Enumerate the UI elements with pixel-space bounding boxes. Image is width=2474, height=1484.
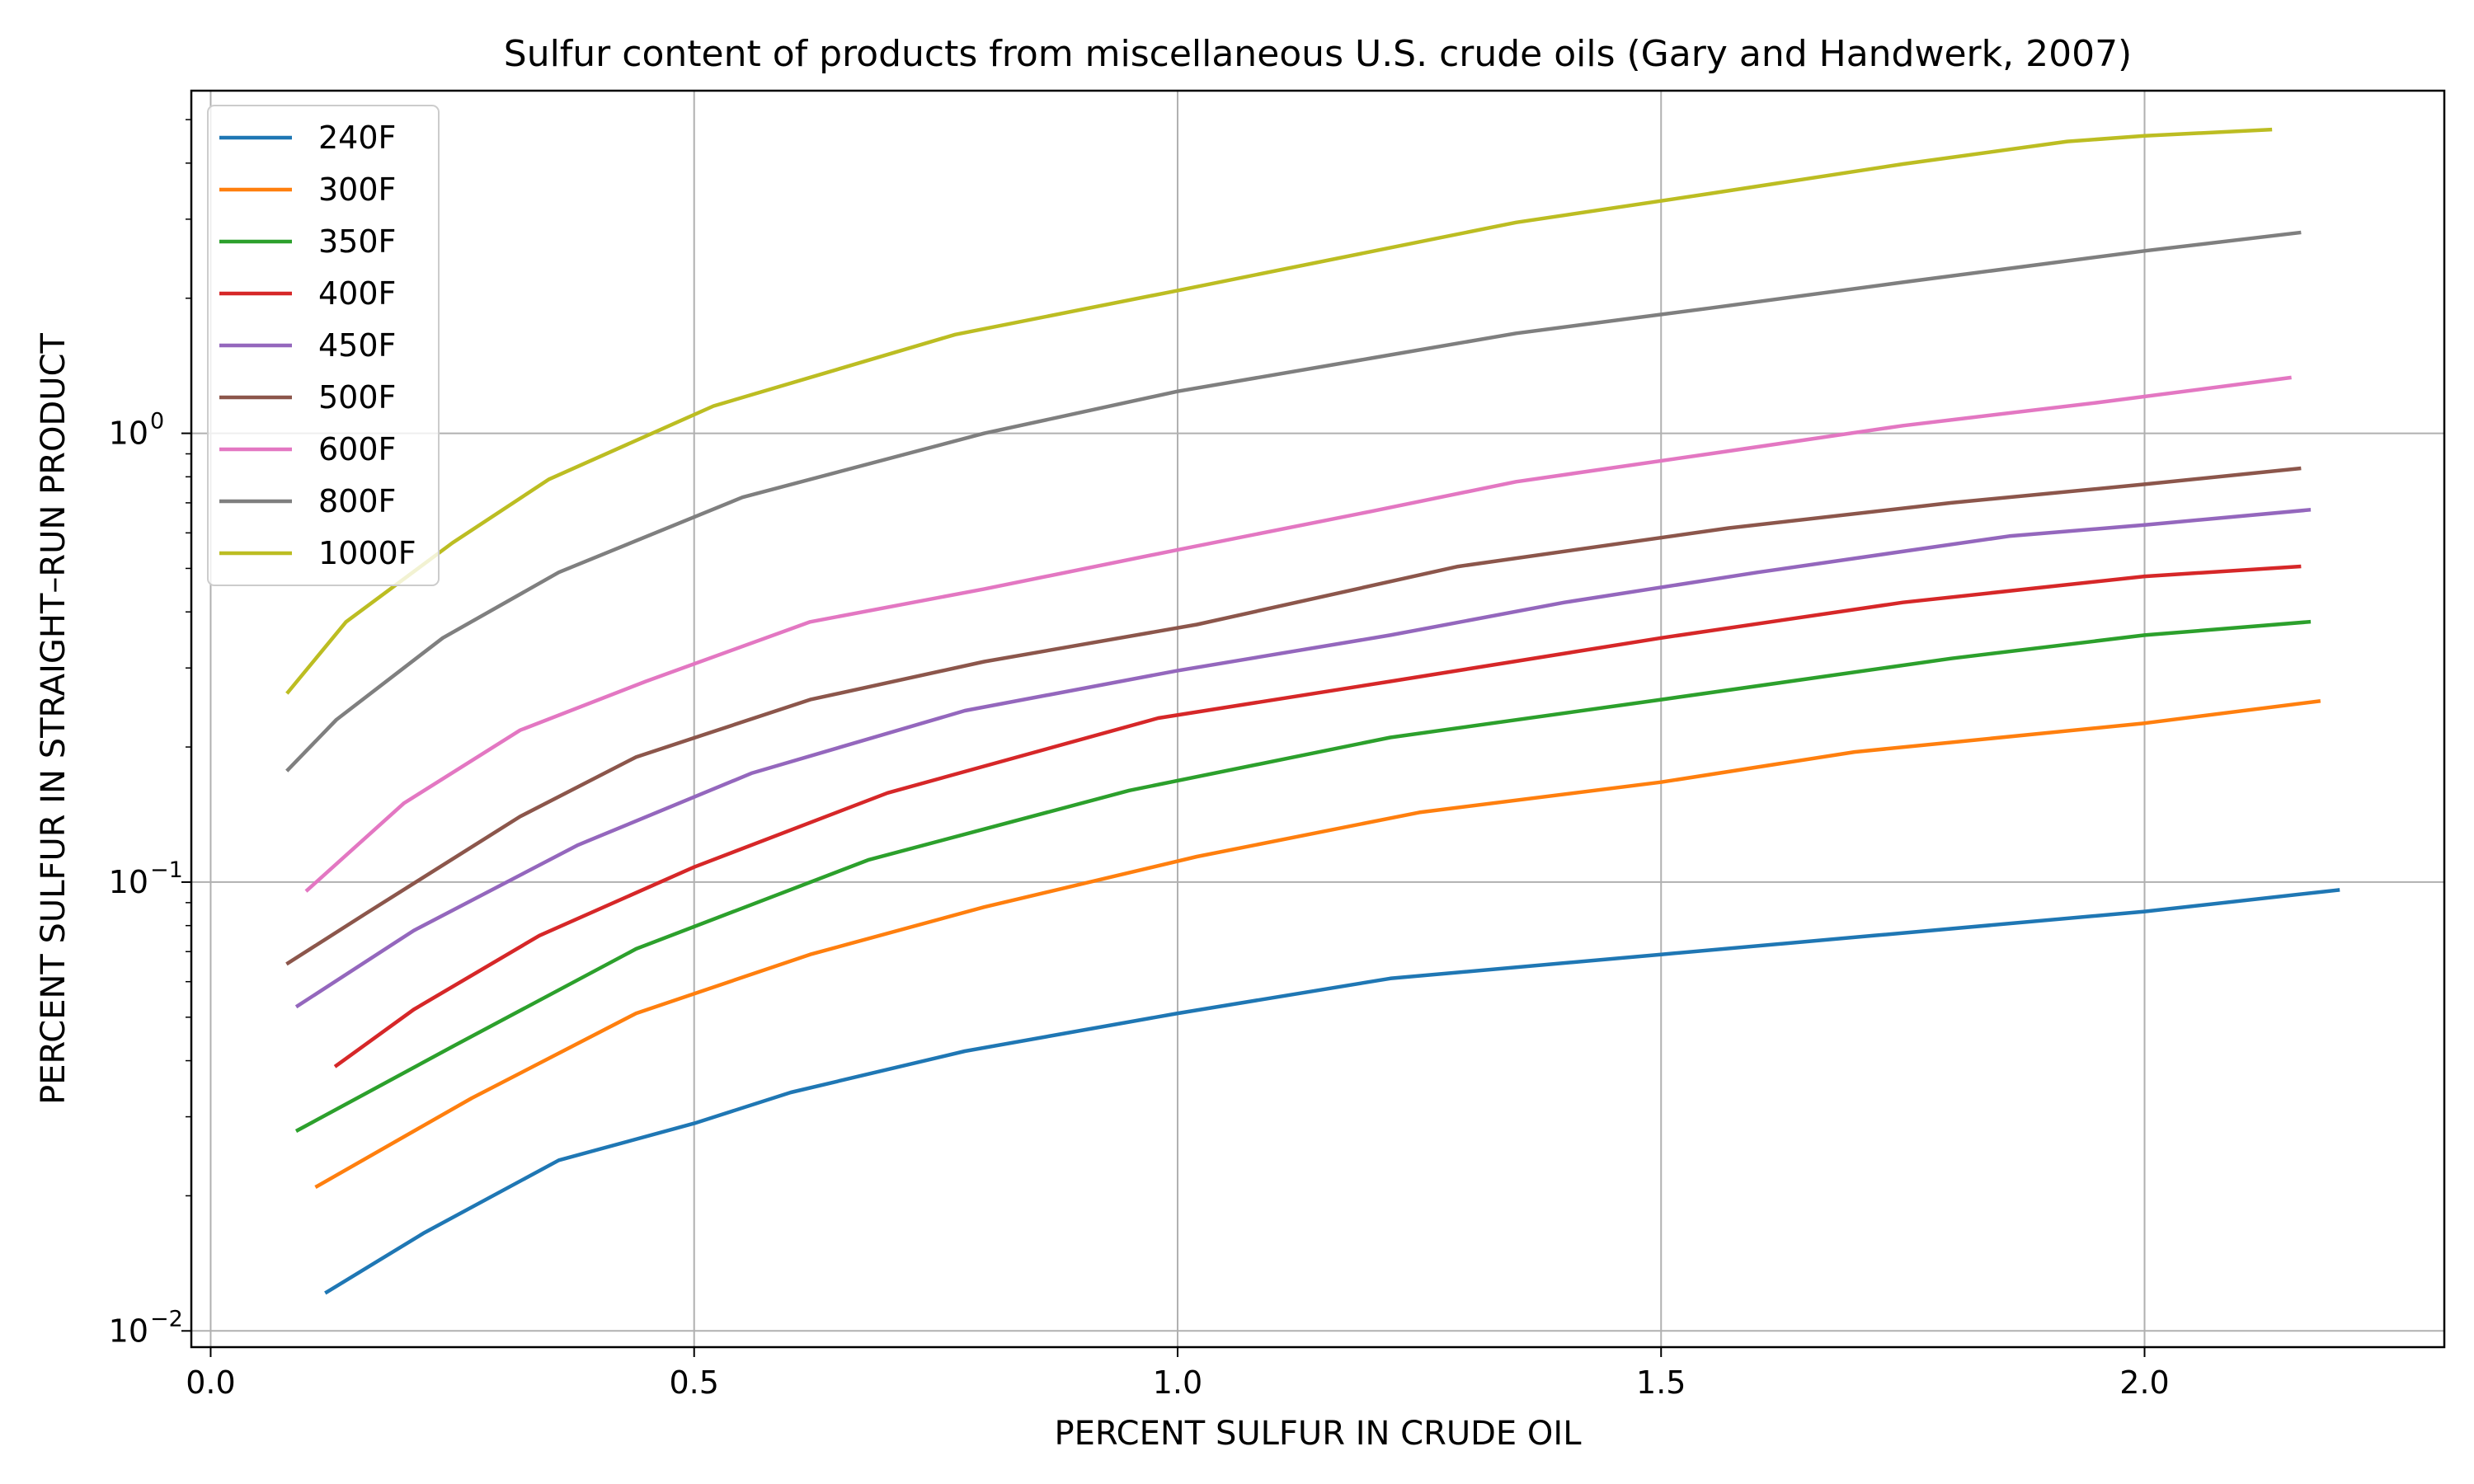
series-line-450F: [294, 508, 2312, 1009]
legend-label-350F: 350F: [318, 223, 396, 260]
series-line-600F: [304, 375, 2292, 893]
y-tick-label-base: 10: [109, 1313, 148, 1349]
x-tick-label: 0.0: [186, 1364, 235, 1401]
x-axis-label: PERCENT SULFUR IN CRUDE OIL: [1054, 1415, 1582, 1453]
legend-items: 240F 300F 350F 400F 450F 500F 600F 800F 1000F: [219, 120, 416, 571]
series-line-400F: [333, 564, 2302, 1068]
chart-title: Sulfur content of products from miscella…: [504, 33, 2132, 75]
legend-label-500F: 500F: [318, 379, 396, 416]
x-tick-label: 1.0: [1153, 1364, 1202, 1401]
y-tick-label: 10: [109, 1313, 148, 1349]
series-line-350F: [294, 619, 2312, 1133]
y-tick-label-exponent: −2: [150, 1306, 183, 1331]
series-line-1000F: [285, 127, 2273, 695]
series-lines: [285, 127, 2340, 1295]
legend-label-1000F: 1000F: [318, 535, 416, 571]
series-line-240F: [324, 888, 2340, 1295]
y-tick-label: 10: [109, 864, 148, 900]
legend: 240F 300F 350F 400F 450F 500F 600F 800F 1000F: [207, 105, 440, 586]
legend-label-450F: 450F: [318, 327, 396, 364]
legend-label-300F: 300F: [318, 171, 396, 208]
plot-area-frame: [190, 89, 2446, 1349]
y-tick-label: 10: [109, 416, 148, 452]
legend-label-800F: 800F: [318, 483, 396, 519]
x-tick-label: 2.0: [2119, 1364, 2169, 1401]
series-line-300F: [314, 698, 2321, 1189]
y-tick-label-exponent: 0: [150, 409, 164, 434]
legend-label-240F: 240F: [318, 120, 396, 156]
y-tick-label-exponent: −1: [150, 857, 183, 883]
legend-label-600F: 600F: [318, 431, 396, 467]
y-tick-label-base: 10: [109, 416, 148, 452]
series-line-800F: [285, 230, 2302, 773]
legend-box: [207, 105, 440, 586]
series-line-500F: [285, 466, 2302, 966]
y-axis-label: PERCENT SULFUR IN STRAIGHT–RUN PRODUCT: [35, 333, 73, 1105]
x-tick-label: 0.5: [669, 1364, 718, 1401]
legend-label-400F: 400F: [318, 275, 396, 312]
x-tick-label: 1.5: [1636, 1364, 1686, 1401]
y-tick-label-base: 10: [109, 864, 148, 900]
